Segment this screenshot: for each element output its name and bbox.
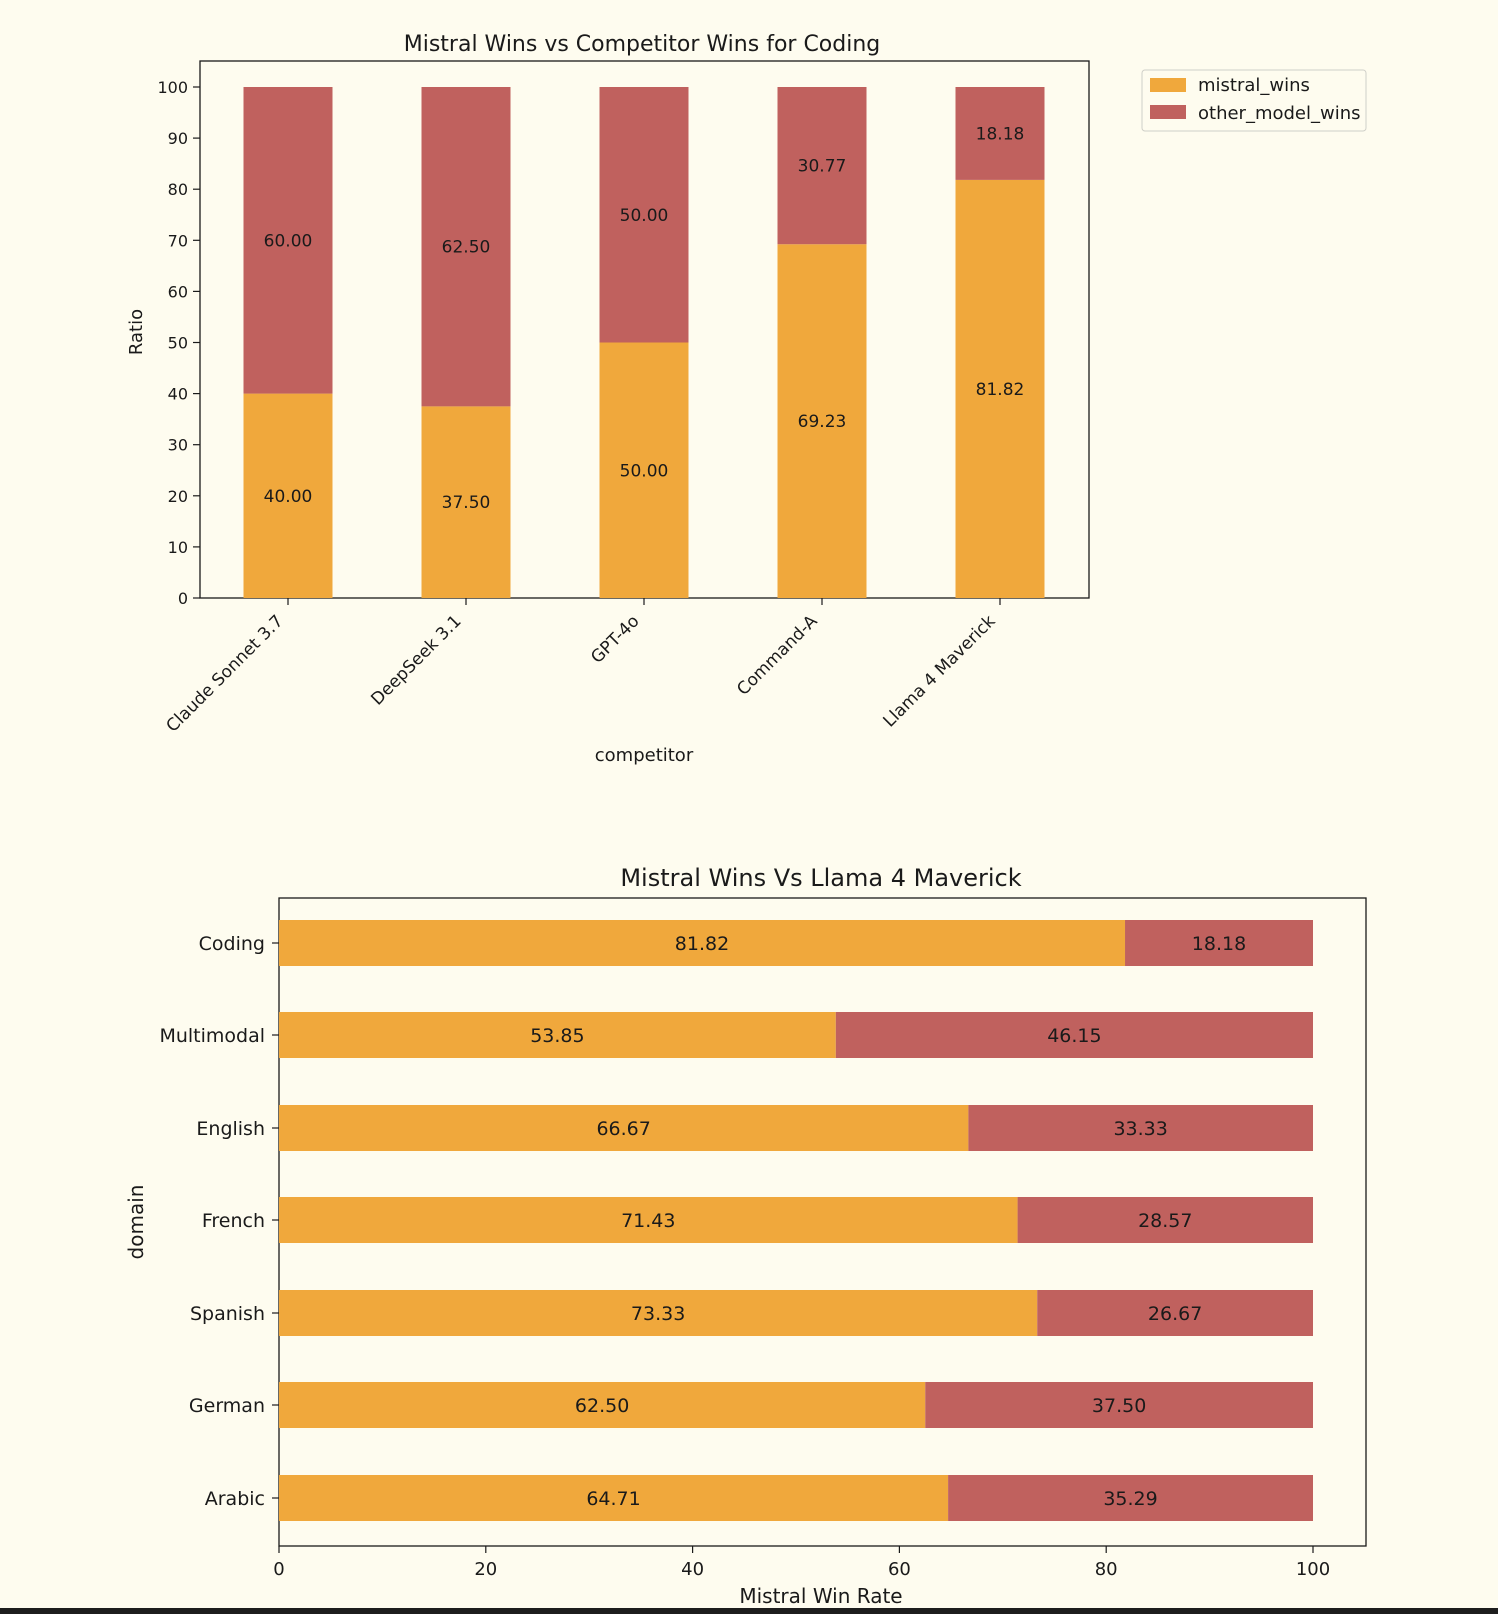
bar-mistral-wins-gpt-4o <box>599 342 689 598</box>
legend-swatch-mistral-wins <box>1150 78 1186 92</box>
y-tick-label: 30 <box>168 436 188 455</box>
chart1-x-axis: Claude Sonnet 3.7 DeepSeek 3.1 GPT-4o Comma… <box>163 598 1001 736</box>
data-label-mistral-wins-multimodal: 53.85 <box>530 1025 584 1047</box>
data-label-mistral-wins-command-a: 69.23 <box>798 412 847 432</box>
data-label-other-model-wins-arabic: 35.29 <box>1103 1488 1157 1510</box>
bar-mistral-wins-claude-sonnet-3-7 <box>243 393 333 598</box>
hbar-other-model-wins-multimodal <box>835 1012 1313 1058</box>
chart2-x-axis: 0 20 40 60 80 100 <box>273 1546 1330 1580</box>
hbar-other-model-wins-french <box>1017 1197 1313 1243</box>
data-label-other-model-wins-claude-sonnet-3-7: 60.00 <box>264 231 313 251</box>
bar-mistral-wins-command-a <box>777 244 867 599</box>
chart2-y-axis: Coding Multimodal English French Spanish Germ… <box>159 933 279 1510</box>
hbar-other-model-wins-spanish <box>1037 1290 1313 1336</box>
window-bottom-edge <box>0 1608 1498 1614</box>
data-label-other-model-wins-deepseek-3-1: 62.50 <box>442 238 491 258</box>
bar-other-model-wins-gpt-4o <box>599 87 689 343</box>
y-tick-label-french: French <box>202 1210 265 1232</box>
legend-frame <box>1141 69 1367 132</box>
data-label-mistral-wins-french: 71.43 <box>621 1210 675 1232</box>
y-tick-label: 90 <box>168 129 188 148</box>
data-label-mistral-wins-spanish: 73.33 <box>631 1303 685 1325</box>
chart2-title: Mistral Wins Vs Llama 4 Maverick <box>620 864 1021 892</box>
y-tick-label: 80 <box>168 180 188 199</box>
hbar-mistral-wins-english <box>279 1105 969 1151</box>
x-tick-label-llama-4-maverick: Llama 4 Maverick <box>880 611 1000 731</box>
hbar-other-model-wins-german <box>925 1382 1313 1428</box>
y-tick-label: 10 <box>168 538 188 557</box>
x-tick-label: 80 <box>1095 1559 1118 1580</box>
x-tick-label: 20 <box>474 1559 497 1580</box>
hbar-mistral-wins-french <box>279 1197 1018 1243</box>
data-label-mistral-wins-arabic: 64.71 <box>586 1488 640 1510</box>
y-tick-label: 0 <box>178 589 188 608</box>
x-tick-label-claude-sonnet-3-7: Claude Sonnet 3.7 <box>163 611 288 736</box>
y-tick-label-english: English <box>196 1118 265 1140</box>
x-tick-label: 100 <box>1296 1559 1330 1580</box>
legend-swatch-other-model-wins <box>1150 105 1186 119</box>
chart1-x-axis-label: competitor <box>595 745 694 766</box>
x-tick-label-command-a: Command-A <box>733 611 821 699</box>
hbar-other-model-wins-english <box>968 1105 1313 1151</box>
data-label-mistral-wins-llama-4-maverick: 81.82 <box>976 380 1025 400</box>
chart1-y-axis: 0 10 20 30 40 50 60 70 80 90 100 <box>157 78 200 608</box>
data-label-mistral-wins-deepseek-3-1: 37.50 <box>442 493 491 513</box>
data-label-other-model-wins-command-a: 30.77 <box>798 157 847 177</box>
data-label-other-model-wins-french: 28.57 <box>1138 1210 1192 1232</box>
data-label-other-model-wins-german: 37.50 <box>1092 1395 1146 1417</box>
hbar-mistral-wins-arabic <box>279 1475 949 1521</box>
data-label-other-model-wins-english: 33.33 <box>1113 1118 1167 1140</box>
data-label-other-model-wins-coding: 18.18 <box>1192 933 1246 955</box>
horizontal-stacked-bar-chart-llama: Mistral Wins Vs Llama 4 Maverick 81.82 18… <box>124 864 1367 1608</box>
hbar-mistral-wins-multimodal <box>279 1012 836 1058</box>
data-label-other-model-wins-spanish: 26.67 <box>1148 1303 1202 1325</box>
data-label-mistral-wins-coding: 81.82 <box>675 933 729 955</box>
bar-other-model-wins-command-a <box>777 87 867 245</box>
y-tick-label: 70 <box>168 231 188 250</box>
data-label-other-model-wins-gpt-4o: 50.00 <box>620 206 669 226</box>
data-label-mistral-wins-claude-sonnet-3-7: 40.00 <box>264 487 313 507</box>
y-tick-label: 50 <box>168 334 188 353</box>
hbar-mistral-wins-german <box>279 1382 926 1428</box>
data-label-other-model-wins-multimodal: 46.15 <box>1047 1025 1101 1047</box>
chart1-legend: mistral_wins other_model_wins <box>1141 69 1367 132</box>
x-tick-label-deepseek-3-1: DeepSeek 3.1 <box>367 611 465 709</box>
bar-mistral-wins-deepseek-3-1 <box>421 406 511 598</box>
data-label-mistral-wins-gpt-4o: 50.00 <box>620 461 669 481</box>
y-tick-label-arabic: Arabic <box>205 1488 265 1510</box>
x-tick-label: 0 <box>273 1559 284 1580</box>
chart2-y-axis-label: domain <box>124 1185 148 1260</box>
x-tick-label: 60 <box>888 1559 911 1580</box>
hbar-mistral-wins-spanish <box>279 1290 1038 1336</box>
chart1-y-axis-label: Ratio <box>126 309 147 355</box>
bar-mistral-wins-llama-4-maverick <box>955 179 1045 599</box>
bar-other-model-wins-llama-4-maverick <box>955 87 1045 180</box>
chart2-x-axis-label: Mistral Win Rate <box>739 1584 902 1608</box>
y-tick-label: 20 <box>168 487 188 506</box>
y-tick-label-multimodal: Multimodal <box>159 1025 265 1047</box>
data-label-other-model-wins-llama-4-maverick: 18.18 <box>976 124 1025 144</box>
legend-label-other-model-wins: other_model_wins <box>1198 103 1361 124</box>
bar-other-model-wins-deepseek-3-1 <box>421 87 511 407</box>
legend-label-mistral-wins: mistral_wins <box>1198 75 1310 96</box>
y-tick-label-german: German <box>189 1395 265 1417</box>
y-tick-label: 60 <box>168 282 188 301</box>
y-tick-label: 100 <box>157 78 188 97</box>
y-tick-label-coding: Coding <box>199 933 265 955</box>
data-label-mistral-wins-german: 62.50 <box>575 1395 629 1417</box>
stacked-bar-chart-coding: Mistral Wins vs Competitor Wins for Codi… <box>126 32 1367 766</box>
data-label-mistral-wins-english: 66.67 <box>596 1118 650 1140</box>
bar-other-model-wins-claude-sonnet-3-7 <box>243 87 333 394</box>
y-tick-label-spanish: Spanish <box>190 1303 265 1325</box>
chart1-bars: 40.00 60.00 37.50 62.50 50.00 50.00 69.23 30.77… <box>243 87 1045 599</box>
hbar-other-model-wins-arabic <box>948 1475 1313 1521</box>
hbar-mistral-wins-coding <box>279 920 1126 966</box>
y-tick-label: 40 <box>168 385 188 404</box>
hbar-other-model-wins-coding <box>1125 920 1313 966</box>
chart2-bars: 81.82 18.18 53.85 46.15 66.67 33.33 71.43 28.57… <box>279 920 1313 1521</box>
x-tick-label: 40 <box>681 1559 704 1580</box>
x-tick-label-gpt-4o: GPT-4o <box>587 611 643 667</box>
chart1-title: Mistral Wins vs Competitor Wins for Codi… <box>404 32 881 57</box>
